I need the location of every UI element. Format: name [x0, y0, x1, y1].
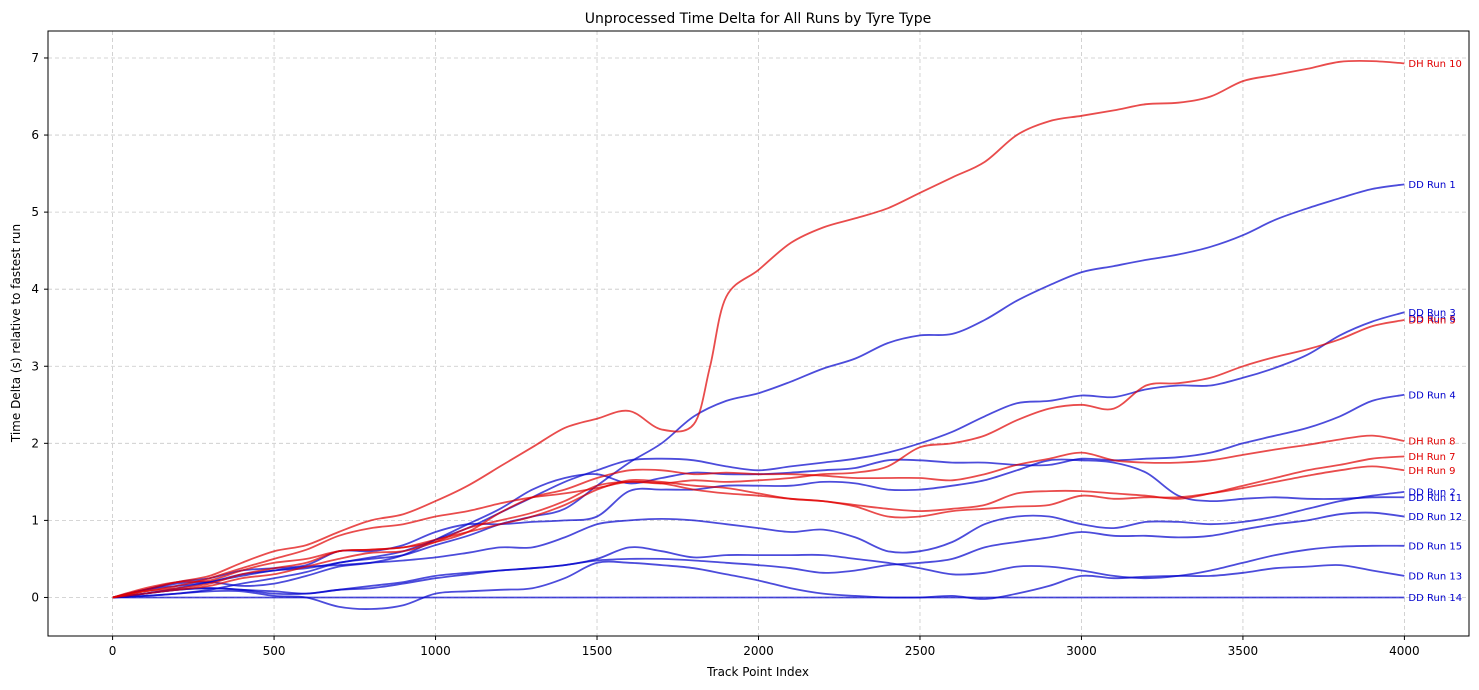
y-tick-label: 3 [31, 359, 39, 373]
end-label-dd-run-6: DD Run 6 [1408, 314, 1455, 325]
end-label-dd-run-5: DD Run 5 [1408, 316, 1455, 327]
end-label-dh-run-10: DH Run 10 [1408, 59, 1461, 70]
y-axis-label: Time Delta (s) relative to fastest run [9, 224, 23, 443]
end-label-dh-run-7: DH Run 7 [1408, 452, 1455, 463]
y-tick-label: 2 [31, 436, 39, 450]
end-label-dd-run-2: DD Run 2 [1408, 487, 1455, 498]
y-tick-label: 4 [31, 282, 39, 296]
end-label-dh-run-8: DH Run 8 [1408, 437, 1455, 448]
end-label-dd-run-13: DD Run 13 [1408, 571, 1462, 582]
x-tick-label: 2000 [743, 644, 774, 658]
series-line-dd-run-5 [112, 319, 1405, 599]
x-tick-label: 4000 [1389, 644, 1420, 658]
x-tick-label: 2500 [905, 644, 936, 658]
series-lines [112, 59, 1405, 610]
series-line-dd-run-2 [112, 491, 1405, 599]
x-tick-label: 3000 [1066, 644, 1097, 658]
x-axis-label: Track Point Index [706, 665, 809, 679]
y-tick-label: 6 [31, 128, 39, 142]
grid [48, 31, 1469, 636]
end-label-dd-run-1: DD Run 1 [1408, 180, 1455, 191]
y-tick-label: 5 [31, 205, 39, 219]
chart-title: Unprocessed Time Delta for All Runs by T… [585, 11, 931, 27]
series-line-dh-run-10 [112, 59, 1405, 599]
y-tick-label: 1 [31, 513, 39, 527]
end-label-dd-run-12: DD Run 12 [1408, 512, 1462, 523]
series-line-dh-run-9 [112, 465, 1405, 599]
x-tick-label: 3500 [1228, 644, 1259, 658]
x-tick-label: 1000 [420, 644, 451, 658]
x-tick-label: 1500 [582, 644, 613, 658]
end-label-dd-run-11: DD Run 11 [1408, 493, 1462, 504]
series-line-dd-run-3 [112, 311, 1405, 599]
x-tick-label: 500 [263, 644, 286, 658]
series-line-dh-run-7 [112, 455, 1405, 599]
end-label-dh-run-9: DH Run 9 [1408, 466, 1455, 477]
end-label-dd-run-15: DD Run 15 [1408, 541, 1462, 552]
series-line-dd-run-13 [112, 560, 1405, 610]
y-tick-label: 7 [31, 51, 39, 65]
series-line-dd-run-15 [112, 544, 1405, 599]
end-label-dd-run-14: DD Run 14 [1408, 593, 1462, 604]
y-tick-label: 0 [31, 590, 39, 604]
x-axis-ticks: 0 500 1000 1500 2000 2500 3000 3500 4000 [109, 636, 1420, 658]
y-axis-ticks: 0 1 2 3 4 5 6 7 [31, 51, 48, 604]
end-label-dd-run-3: DD Run 3 [1408, 308, 1455, 319]
x-tick-label: 0 [109, 644, 117, 658]
end-label-dd-run-4: DD Run 4 [1408, 390, 1455, 401]
